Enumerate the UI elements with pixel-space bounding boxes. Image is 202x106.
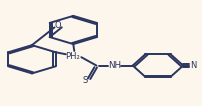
Text: O: O	[55, 21, 61, 30]
Text: NH: NH	[107, 61, 121, 70]
Text: PH₂: PH₂	[65, 52, 79, 61]
Text: S: S	[82, 76, 87, 85]
Text: N: N	[189, 61, 196, 70]
